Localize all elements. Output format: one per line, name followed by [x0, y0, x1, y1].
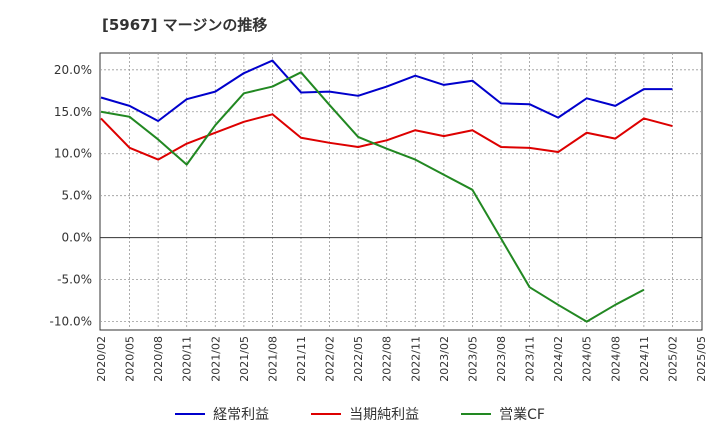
- legend-item: 営業CF: [461, 404, 545, 424]
- legend: 経常利益 当期純利益 営業CF: [0, 404, 720, 424]
- x-tick-label: 2024/05: [581, 336, 594, 382]
- x-tick-label: 2024/08: [609, 336, 622, 382]
- series-line-当期純利益: [100, 113, 673, 161]
- y-axis: 20.0% 15.0% 10.0% 5.0% 0.0% -5.0% -10.0%: [50, 63, 92, 329]
- legend-item: 経常利益: [175, 404, 269, 424]
- y-tick-label: 0.0%: [62, 231, 93, 245]
- x-tick-label: 2025/05: [695, 336, 708, 382]
- x-tick-label: 2020/05: [124, 336, 137, 382]
- y-tick-label: 20.0%: [54, 63, 92, 77]
- y-tick-label: 10.0%: [54, 147, 92, 161]
- x-tick-label: 2024/02: [552, 336, 565, 382]
- legend-label: 経常利益: [213, 407, 270, 423]
- x-tick-label: 2023/11: [524, 336, 537, 382]
- x-tick-label: 2022/11: [409, 336, 422, 382]
- y-tick-label: -10.0%: [50, 315, 92, 329]
- x-tick-label: 2022/08: [381, 336, 394, 382]
- series-lines: [100, 59, 673, 323]
- x-tick-label: 2025/02: [666, 336, 679, 382]
- x-tick-label: 2023/02: [438, 336, 451, 382]
- y-tick-label: -5.0%: [57, 273, 92, 287]
- y-tick-label: 5.0%: [62, 189, 93, 203]
- x-tick-label: 2023/08: [495, 336, 508, 382]
- x-tick-label: 2021/11: [295, 336, 308, 382]
- x-tick-label: 2022/02: [324, 336, 337, 382]
- legend-swatch: [175, 413, 206, 415]
- x-tick-label: 2020/02: [95, 336, 108, 382]
- series-line-営業CF: [100, 71, 645, 323]
- x-tick-label: 2024/11: [638, 336, 651, 382]
- x-tick-label: 2021/08: [266, 336, 279, 382]
- legend-swatch: [461, 413, 492, 415]
- legend-label: 営業CF: [499, 407, 545, 423]
- x-tick-label: 2020/08: [152, 336, 165, 382]
- series-line-経常利益: [100, 59, 673, 122]
- y-tick-label: 15.0%: [54, 105, 92, 119]
- legend-label: 当期純利益: [349, 407, 420, 423]
- x-tick-label: 2021/02: [209, 336, 222, 382]
- x-tick-label: 2022/05: [352, 336, 365, 382]
- legend-item: 当期純利益: [311, 404, 419, 424]
- plot-area: [99, 52, 703, 331]
- x-tick-label: 2021/05: [238, 336, 251, 382]
- x-axis: 2020/02 2020/05 2020/08 2020/11 2021/02 2021/…: [95, 336, 708, 382]
- x-tick-label: 2023/05: [466, 336, 479, 382]
- x-tick-label: 2020/11: [181, 336, 194, 382]
- chart-title: [5967] マージンの推移: [102, 16, 268, 34]
- legend-swatch: [311, 413, 342, 415]
